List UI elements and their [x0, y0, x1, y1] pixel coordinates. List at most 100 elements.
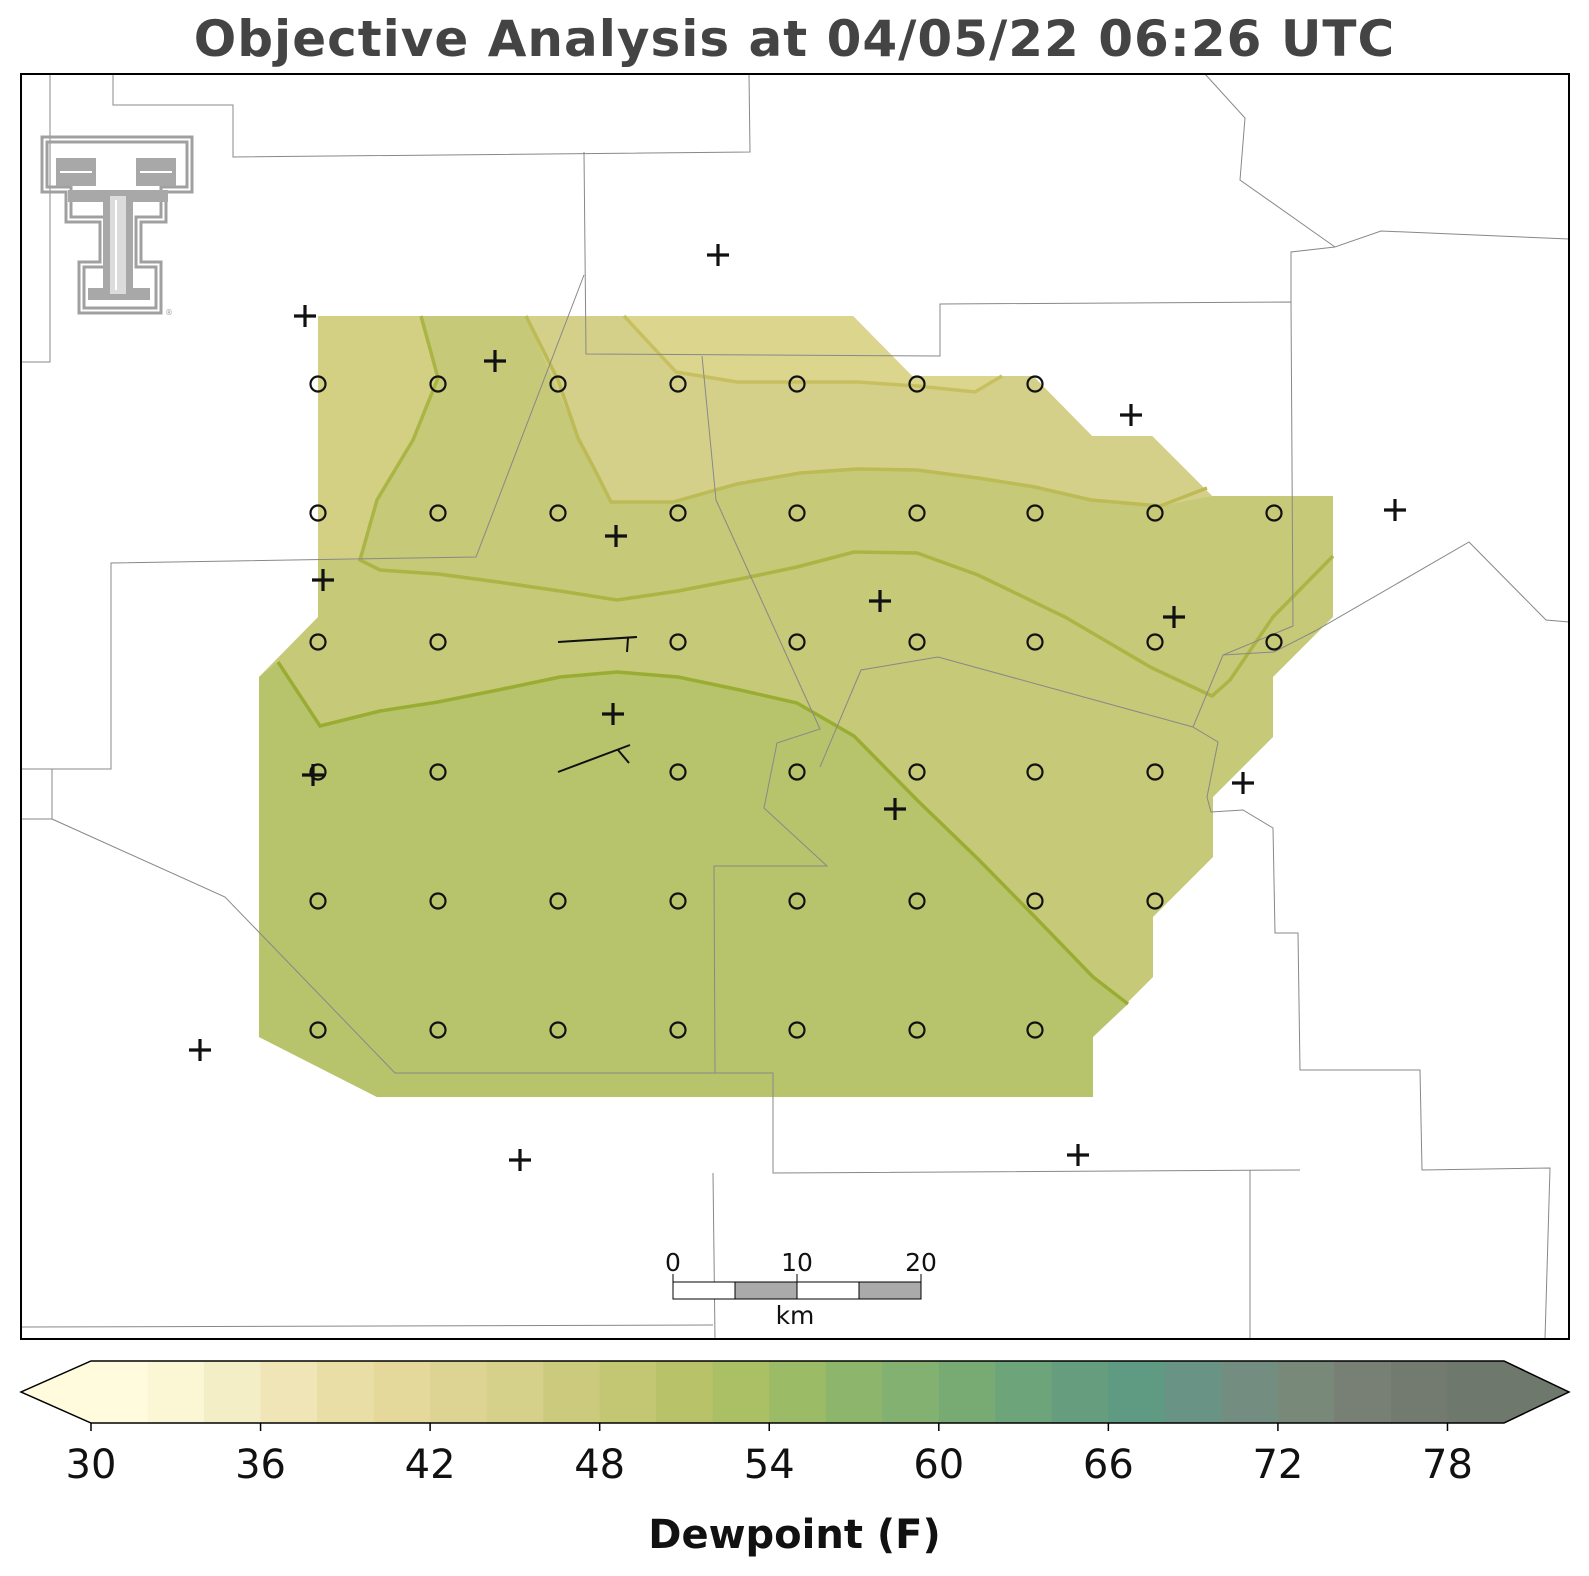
wind-barb: [557, 636, 638, 653]
scale-bar: [672, 1274, 922, 1300]
grid-point: [1146, 504, 1164, 522]
station-marker: [302, 764, 324, 786]
county-boundaries: [20, 73, 1570, 1340]
map-title: Objective Analysis at 04/05/22 06:26 UTC: [193, 10, 1396, 68]
grid-point: [788, 892, 806, 910]
grid-point: [908, 375, 926, 393]
grid-point: [549, 892, 567, 910]
colorbar-outline: [19, 1360, 1571, 1424]
grid-point: [669, 633, 687, 651]
grid-point: [1026, 633, 1044, 651]
colorbar-swatch: [1447, 1361, 1505, 1423]
colorbar-swatch: [430, 1361, 488, 1423]
colorbar-under-arrow: [21, 1361, 91, 1423]
colorbar-tick-label: 60: [913, 1442, 965, 1488]
station-marker: [884, 798, 906, 820]
colorbar-swatch: [317, 1361, 375, 1423]
band-44-46: [526, 316, 1212, 506]
grid-point: [1146, 763, 1164, 781]
grid-point: [549, 1021, 567, 1039]
contour-47: [524, 315, 1208, 508]
colorbar-swatch: [1334, 1361, 1392, 1423]
colorbar-swatch: [712, 1361, 770, 1423]
station-marker: [1163, 606, 1185, 628]
scale-label-10: 10: [781, 1248, 813, 1277]
grid-point: [788, 375, 806, 393]
colorbar-swatch: [373, 1361, 431, 1423]
colorbar-swatch: [486, 1361, 544, 1423]
colorbar-swatch: [1277, 1361, 1336, 1423]
colorbar-swatch: [1390, 1361, 1449, 1423]
grid-point: [669, 892, 687, 910]
grid-point: [669, 1021, 687, 1039]
band-50-52: [259, 662, 1128, 1097]
grid-point: [908, 504, 926, 522]
map-frame: [20, 73, 1570, 1340]
grid-point: [908, 633, 926, 651]
station-marker: [605, 525, 627, 547]
colorbar-swatch: [1108, 1361, 1166, 1423]
grid-point: [908, 763, 926, 781]
grid-point: [1026, 1021, 1044, 1039]
station-marker: [707, 244, 729, 266]
grid-point: [1026, 892, 1044, 910]
colorbar-swatch: [147, 1361, 205, 1423]
station-marker: [1384, 499, 1406, 521]
grid-point: [309, 763, 327, 781]
colorbar-swatch: [1221, 1361, 1279, 1423]
wind-barb: [557, 744, 631, 773]
colorbar-swatch: [204, 1361, 262, 1423]
dewpoint-field: [259, 316, 1333, 1097]
station-marker: [1067, 1144, 1089, 1166]
scale-label-0: 0: [665, 1248, 681, 1277]
colorbar-tick-label: 72: [1252, 1442, 1304, 1488]
colorbar-swatch: [825, 1361, 883, 1423]
grid-point: [669, 375, 687, 393]
wind-barbs: [557, 636, 638, 773]
colorbar-swatch: [1164, 1361, 1222, 1423]
colorbar-swatch: [1051, 1361, 1109, 1423]
colorbar-swatch: [656, 1361, 714, 1423]
grid-point: [1026, 375, 1044, 393]
grid-point: [309, 633, 327, 651]
dewpoint-contours: [276, 314, 1335, 1006]
grid-point: [908, 892, 926, 910]
colorbar-tick-label: 54: [743, 1442, 795, 1488]
grid-point: [1026, 763, 1044, 781]
grid-point: [1026, 504, 1044, 522]
grid-point: [429, 763, 447, 781]
grid-point: [429, 892, 447, 910]
colorbar-tick-label: 66: [1082, 1442, 1134, 1488]
colorbar-tick-label: 30: [65, 1442, 117, 1488]
colorbar-swatch: [543, 1361, 601, 1423]
colorbar: [19, 1360, 1571, 1431]
grid-point: [429, 633, 447, 651]
texas-tech-logo: ®: [40, 135, 194, 317]
colorbar-swatch: [260, 1361, 318, 1423]
grid-point: [429, 504, 447, 522]
station-marker: [189, 1039, 211, 1061]
scale-label-20: 20: [905, 1248, 937, 1277]
scale-unit: km: [775, 1301, 815, 1330]
colorbar-swatch: [995, 1361, 1053, 1423]
station-marker: [484, 350, 506, 372]
colorbar-swatch: [938, 1361, 996, 1423]
colorbar-swatch: [91, 1361, 149, 1423]
colorbar-tick-label: 48: [574, 1442, 626, 1488]
grid-point: [1265, 504, 1283, 522]
band-top-right-lighter: [624, 316, 1002, 392]
grid-point: [669, 504, 687, 522]
station-marker: [602, 703, 624, 725]
colorbar-tick-label: 78: [1422, 1442, 1473, 1488]
grid-point: [788, 633, 806, 651]
station-marker: [312, 569, 334, 591]
colorbar-label: Dewpoint (F): [648, 1512, 941, 1558]
grid-point: [429, 1021, 447, 1039]
station-marker: [509, 1149, 531, 1171]
station-marker: [294, 305, 316, 327]
grid-point: [549, 375, 567, 393]
grid-point: [309, 375, 327, 393]
analysis-grid-points: [309, 375, 1283, 1039]
colorbar-tick-label: 42: [404, 1442, 456, 1488]
